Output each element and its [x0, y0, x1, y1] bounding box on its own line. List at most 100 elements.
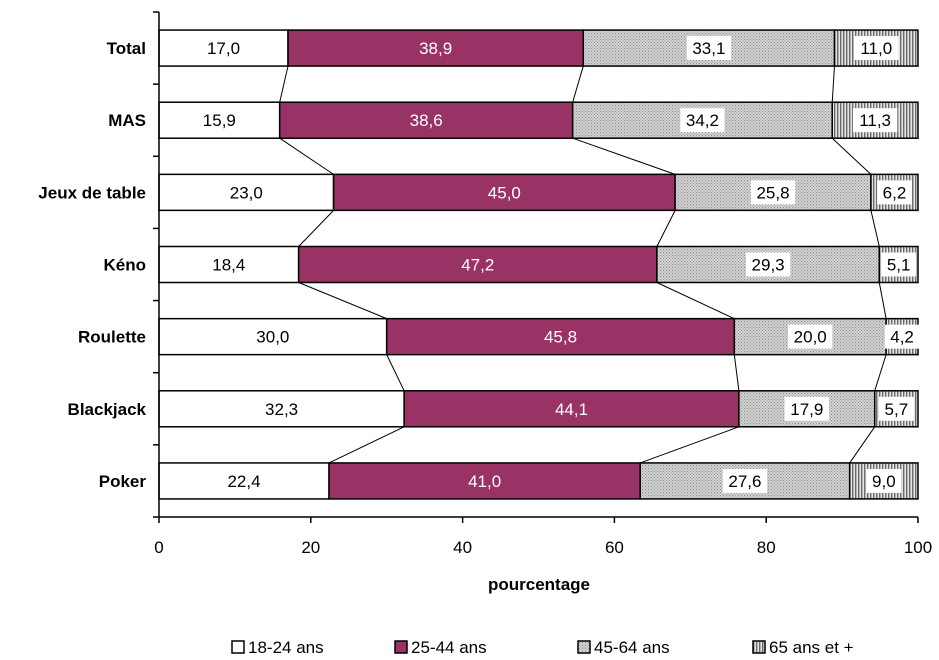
series-line: [298, 282, 387, 320]
x-tick-label: 80: [757, 538, 776, 557]
data-label: 18,4: [212, 256, 245, 275]
series-line: [572, 65, 584, 103]
data-label-background: [881, 252, 917, 277]
bar-group: 15,9 38,6 34,2 11,3: [158, 101, 919, 139]
data-label: 32,3: [265, 400, 298, 419]
series-line: [656, 210, 676, 247]
data-label-background: [784, 396, 830, 421]
legend-swatch: [394, 640, 408, 654]
series-line: [874, 354, 887, 391]
data-label: 41,0: [468, 472, 501, 491]
category-label: Jeux de table: [38, 183, 146, 202]
legend-swatch: [752, 640, 766, 654]
data-label: 33,1: [692, 39, 725, 58]
x-axis-title: pourcentage: [488, 575, 590, 594]
data-label: 38,9: [419, 39, 452, 58]
data-label: 38,6: [410, 111, 443, 130]
category-label: Blackjack: [68, 400, 147, 419]
series-line: [870, 210, 880, 247]
bar-segment: [297, 245, 658, 284]
series-line: [386, 354, 405, 392]
category-label: Kéno: [104, 256, 147, 275]
data-label: 44,1: [555, 400, 588, 419]
category-label: Roulette: [78, 328, 146, 347]
data-label-background: [722, 468, 768, 493]
legend-label: 25-44 ans: [411, 638, 487, 657]
bar-group: 30,0 45,8 20,0 4,2: [158, 317, 920, 356]
bar-group: 23,0 45,0 25,8 6,2: [158, 173, 919, 212]
data-label: 17,9: [790, 400, 823, 419]
x-tick-label: 0: [154, 538, 163, 557]
legend: 18-24 ans 25-44 ans 45-64 ans 65 ans et +: [231, 638, 854, 657]
legend-label: 65 ans et +: [769, 638, 854, 657]
data-label-background: [680, 108, 725, 133]
data-label: 34,2: [686, 111, 719, 130]
data-label: 6,2: [883, 183, 907, 202]
series-line: [328, 426, 405, 464]
legend-swatch: [231, 640, 245, 654]
legend-label: 45-64 ans: [594, 638, 670, 657]
series-line: [831, 66, 836, 103]
data-label: 17,0: [207, 39, 240, 58]
data-label: 47,2: [461, 256, 494, 275]
x-tick-label: 60: [605, 538, 624, 557]
bar-group: 32,3 44,1 17,9 5,7: [158, 390, 919, 428]
x-tick-label: 20: [301, 538, 320, 557]
data-label-background: [750, 180, 796, 205]
bar-group: 17,0 38,9 33,1 11,0: [158, 29, 919, 67]
data-label: 5,7: [885, 400, 909, 419]
series-line: [831, 137, 872, 175]
x-tick-label: 40: [453, 538, 472, 557]
series-line: [279, 65, 289, 103]
bar-segment: [287, 29, 585, 67]
data-label: 9,0: [872, 472, 896, 491]
data-label: 25,8: [756, 183, 789, 202]
data-label-background: [686, 36, 732, 61]
bar-group: 22,4 41,0 27,6 9,0: [158, 462, 919, 500]
data-label-background: [884, 324, 920, 349]
data-label: 11,3: [859, 111, 891, 130]
series-line: [279, 137, 334, 175]
series-line: [640, 426, 740, 464]
category-label: Total: [107, 39, 146, 58]
series-line: [656, 282, 735, 320]
series-line: [878, 282, 887, 319]
legend-label: 18-24 ans: [248, 638, 324, 657]
plot-area: 17,0 38,9 33,1 11,0 Total 15,9 38,6 34,2 11,3 MAS…: [38, 11, 932, 557]
x-axis-title-group: pourcentage: [488, 575, 590, 594]
data-label: 29,3: [752, 256, 785, 275]
data-label: 15,9: [203, 111, 236, 130]
bar-segment: [278, 101, 574, 139]
data-label-background: [745, 252, 791, 277]
bar-segment: [328, 462, 641, 500]
category-label: MAS: [108, 111, 146, 130]
data-label-background: [852, 108, 898, 133]
data-label: 45,8: [544, 328, 577, 347]
data-label: 22,4: [227, 472, 260, 491]
data-label-background: [854, 36, 899, 61]
x-tick-label: 100: [904, 538, 932, 557]
bar-group: 18,4 47,2 29,3 5,1: [158, 245, 919, 284]
data-label: 45,0: [488, 183, 521, 202]
bar-segment: [158, 245, 300, 284]
bar-segment: [158, 317, 388, 356]
data-label-background: [866, 468, 902, 493]
data-label: 5,1: [887, 256, 911, 275]
data-label: 30,0: [256, 328, 289, 347]
series-line: [733, 354, 740, 391]
series-line: [849, 426, 876, 464]
series-line: [572, 137, 676, 175]
data-label: 27,6: [728, 472, 761, 491]
data-label: 20,0: [794, 328, 827, 347]
data-label: 4,2: [890, 328, 914, 347]
data-label-background: [878, 396, 914, 421]
category-label: Poker: [99, 472, 147, 491]
data-label: 23,0: [230, 183, 263, 202]
legend-swatch: [577, 640, 591, 654]
series-line: [298, 210, 334, 247]
data-label-background: [877, 180, 912, 205]
data-label-background: [788, 324, 833, 349]
series-lines: [279, 65, 887, 464]
data-label: 11,0: [860, 39, 892, 58]
